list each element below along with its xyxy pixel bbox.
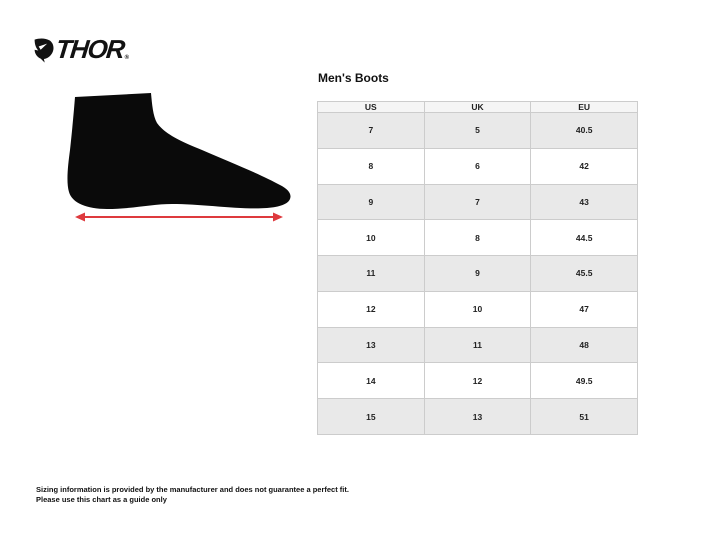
cell-uk: 12 (423, 362, 532, 400)
thor-helmet-icon (34, 38, 54, 63)
cell-uk: 8 (423, 219, 532, 257)
cell-eu: 49.5 (530, 362, 638, 400)
table-header-row: US UK EU (317, 101, 638, 113)
cell-eu: 40.5 (530, 112, 638, 149)
cell-eu: 47 (530, 290, 638, 328)
cell-us: 13 (317, 326, 425, 364)
table-row: 8 6 42 (317, 147, 638, 185)
boot-silhouette-shape (67, 93, 291, 209)
cell-eu: 48 (530, 326, 638, 364)
boot-size-figure (67, 93, 291, 222)
column-header-uk: UK (423, 101, 532, 113)
cell-eu: 51 (530, 398, 638, 435)
table-row: 14 12 49.5 (317, 362, 638, 400)
table-row: 13 11 48 (317, 326, 638, 364)
cell-uk: 9 (423, 255, 532, 292)
table-row: 7 5 40.5 (317, 112, 638, 149)
brand-wordmark: THOR (54, 34, 126, 64)
cell-us: 7 (317, 112, 425, 149)
size-conversion-table: US UK EU 7 5 40.5 8 6 42 9 7 43 10 (317, 101, 638, 435)
thor-logo: THOR ® (33, 34, 130, 65)
cell-us: 9 (317, 183, 425, 221)
arrow-left-head-icon (75, 212, 85, 222)
cell-us: 8 (317, 147, 425, 185)
column-header-us: US (317, 101, 425, 113)
cell-uk: 13 (423, 398, 532, 435)
cell-uk: 11 (423, 326, 532, 364)
cell-eu: 43 (530, 183, 638, 221)
cell-eu: 44.5 (530, 219, 638, 257)
cell-uk: 5 (423, 112, 532, 149)
cell-us: 10 (317, 219, 425, 257)
cell-uk: 6 (423, 147, 532, 185)
cell-us: 15 (317, 398, 425, 435)
cell-us: 12 (317, 290, 425, 328)
cell-eu: 45.5 (530, 255, 638, 292)
table-row: 10 8 44.5 (317, 219, 638, 257)
cell-us: 14 (317, 362, 425, 400)
page-title: Men's Boots (318, 71, 389, 85)
disclaimer-line-2: Please use this chart as a guide only (36, 495, 167, 504)
cell-eu: 42 (530, 147, 638, 185)
sizing-disclaimer: Sizing information is provided by the ma… (36, 485, 349, 505)
arrow-right-head-icon (273, 212, 283, 222)
table-row: 9 7 43 (317, 183, 638, 221)
cell-us: 11 (317, 255, 425, 292)
table-row: 15 13 51 (317, 398, 638, 435)
cell-uk: 10 (423, 290, 532, 328)
table-row: 12 10 47 (317, 290, 638, 328)
table-row: 11 9 45.5 (317, 255, 638, 292)
disclaimer-line-1: Sizing information is provided by the ma… (36, 485, 349, 494)
registered-trademark-icon: ® (124, 55, 130, 61)
foot-length-arrow (75, 212, 283, 222)
cell-uk: 7 (423, 183, 532, 221)
column-header-eu: EU (530, 101, 638, 113)
